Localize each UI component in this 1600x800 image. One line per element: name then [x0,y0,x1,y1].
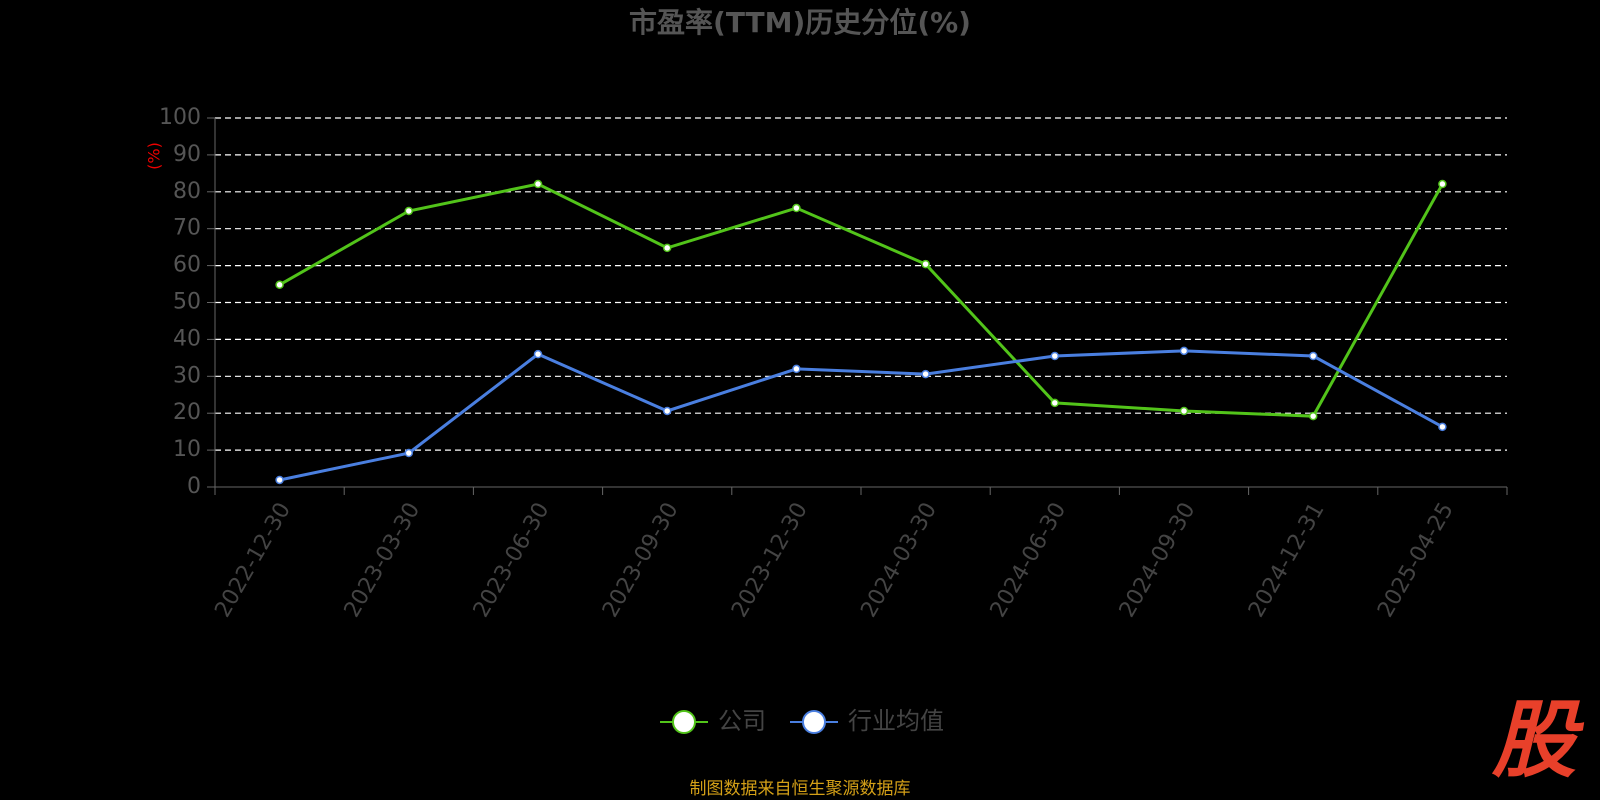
x-tick-label: 2024-03-30 [856,499,942,622]
data-point [533,179,543,189]
y-tick-label: 70 [173,216,201,241]
y-tick-label: 100 [159,105,201,130]
y-tick-label: 90 [173,142,201,167]
data-point [1438,422,1447,432]
data-point [404,206,414,216]
y-tick-label: 20 [173,400,201,425]
y-tick-label: 60 [173,253,201,278]
legend-marker [802,710,826,734]
data-point [1050,351,1060,361]
y-tick-label: 30 [173,363,201,388]
y-tick-label: 0 [187,474,201,499]
data-point [921,259,930,269]
x-tick-label: 2023-09-30 [598,499,684,622]
logo: 股 [1491,691,1585,789]
x-tick-label: 2023-12-30 [727,499,813,622]
data-point [792,203,801,213]
data-point [1179,346,1189,356]
data-point [275,475,284,485]
x-tick-label: 2025-04-25 [1373,499,1459,622]
x-tick-label: 2023-03-30 [340,499,426,622]
y-tick-label: 10 [173,437,201,462]
x-tick-label: 2024-12-31 [1244,499,1330,622]
data-point [1050,398,1060,408]
footer: 制图数据来自恒生聚源数据库 [690,779,911,799]
data-point [404,448,414,458]
data-point [1179,406,1189,416]
y-tick-label: 80 [173,179,201,204]
x-tick-label: 2022-12-30 [210,499,296,622]
y-tick-label: 50 [173,290,201,315]
series-line [278,182,1444,418]
data-point [275,280,284,290]
series-line [279,349,1444,482]
data-point [1438,179,1447,189]
x-tick-label: 2024-09-30 [1115,499,1201,622]
x-tick-label: 2023-06-30 [469,499,555,622]
x-tick-label: 2024-06-30 [986,499,1072,622]
data-point [662,406,672,416]
data-point [792,364,801,374]
data-point [662,243,672,253]
data-point [1308,411,1318,421]
legend-label: 行业均值 [848,707,944,735]
chart-title: 市盈率(TTM)历史分位(%) [629,6,971,39]
data-point [921,369,930,379]
legend-label: 公司 [718,707,766,735]
data-point [1308,351,1318,361]
data-point [533,349,543,359]
y-axis-label: (%) [145,142,164,170]
y-tick-label: 40 [173,326,201,351]
legend-marker [672,710,696,734]
